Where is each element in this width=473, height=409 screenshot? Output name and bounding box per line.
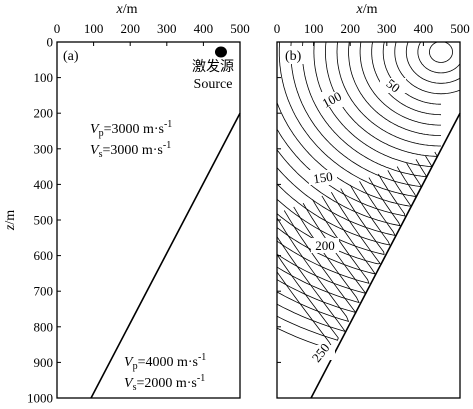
layer-interface-line: [90, 112, 241, 399]
contour-label-150: 150: [312, 169, 333, 187]
z-tick-label: 300: [34, 141, 54, 156]
x-ticks-panel-b: 0 100 200 300 400 500: [274, 21, 470, 46]
contour-label-bg: [318, 92, 346, 107]
contour-labels: 50 100 150 200 250: [307, 76, 406, 365]
panel-a-label: (a): [63, 49, 79, 64]
wavefront-contour: [277, 195, 377, 275]
wavefront-contour: [359, 42, 441, 126]
wavefront-contour: [277, 167, 396, 236]
panel-a: (a) 激发源 Source Vp=3000 m·s-1 Vs=3000 m·s…: [56, 41, 241, 399]
panel-b-label-bg: [283, 46, 309, 64]
contour-label-bg: [311, 238, 339, 253]
wavefront-contour: [277, 101, 412, 207]
z-tick-label: 700: [34, 284, 54, 299]
wavefront-contour: [277, 210, 357, 314]
x-tick-label: 500: [230, 21, 250, 36]
wavefront-contour: [336, 42, 441, 147]
x-tick-label: 0: [274, 21, 281, 36]
upper-vp-label: Vp=3000 m·s-1: [90, 119, 172, 139]
panel-b-label: (b): [285, 49, 302, 64]
z-ticks: 0 100 200 300 400 500 600 700 800 900 1000: [27, 35, 281, 406]
lower-vs-label: Vs=2000 m·s-1: [124, 373, 205, 393]
wavefront-contour: [277, 235, 347, 333]
upper-vs-label: Vs=3000 m·s-1: [90, 140, 171, 160]
wavefront-contour: [371, 42, 441, 116]
x-tick-label: 500: [450, 21, 470, 36]
contour-label-250: 250: [309, 340, 333, 365]
panel-a-frame: [56, 41, 241, 399]
x-tick-label: 200: [120, 21, 140, 36]
wavefront-contour: [394, 42, 460, 95]
x-axis-title-a: x/m: [116, 2, 138, 17]
z-tick-label: 800: [34, 319, 54, 334]
z-tick-label: 500: [34, 213, 54, 228]
x-tick-label: 100: [304, 21, 324, 36]
wavefront-contour: [405, 42, 460, 84]
contour-label-bg: [307, 345, 335, 360]
wavefront-contour: [428, 42, 453, 63]
wavefront-contour: [277, 191, 381, 265]
panel-b-frame: [276, 41, 461, 399]
wavefront-contour: [278, 42, 417, 197]
wavefront-contour: [277, 216, 350, 323]
x-tick-label: 100: [84, 21, 104, 36]
contour-label-bg: [380, 78, 406, 93]
contour-label-bg: [309, 170, 337, 185]
wavefront-contour: [417, 42, 460, 74]
source-label-cn: 激发源: [192, 58, 234, 75]
x-axis-title-b: x/m: [356, 2, 378, 17]
z-axis-title: z/m: [3, 210, 18, 231]
source-label-en: Source: [194, 77, 233, 92]
wavefront-contour: [301, 42, 428, 178]
x-tick-label: 400: [194, 21, 214, 36]
source-marker-icon: [214, 46, 227, 58]
x-tick-label: 400: [414, 21, 434, 36]
z-tick-label: 600: [34, 248, 54, 263]
wavefront-contour: [277, 202, 367, 295]
wavefront-contour: [348, 42, 441, 137]
wavefront-contour: [277, 183, 391, 246]
z-tick-label: 200: [34, 106, 54, 121]
lower-vp-label: Vp=4000 m·s-1: [124, 352, 206, 372]
z-tick-label: 1000: [27, 391, 53, 406]
x-tick-label: 200: [340, 21, 360, 36]
wavefront-contour: [277, 253, 339, 341]
z-tick-label: 400: [34, 177, 54, 192]
x-tick-label: 300: [377, 21, 397, 36]
wavefront-contour: [277, 188, 385, 256]
panel-b: (b) 50 100 150 200 250: [276, 41, 461, 399]
x-tick-label: 0: [54, 21, 61, 36]
layer-interface-line-b: [310, 112, 461, 399]
wavefront-contour: [290, 42, 423, 188]
wavefront-contour: [277, 271, 335, 351]
contour-label-200: 200: [315, 238, 335, 253]
x-tick-label: 300: [157, 21, 177, 36]
wavefront-contour: [277, 149, 401, 227]
z-tick-label: 100: [34, 70, 54, 85]
contour-label-100: 100: [320, 88, 344, 110]
wavefront-contour: [277, 128, 406, 217]
z-tick-label: 0: [47, 35, 54, 50]
wavefront-contour: [277, 206, 360, 304]
wavefront-contour: [382, 42, 441, 105]
z-tick-label: 900: [34, 355, 54, 370]
